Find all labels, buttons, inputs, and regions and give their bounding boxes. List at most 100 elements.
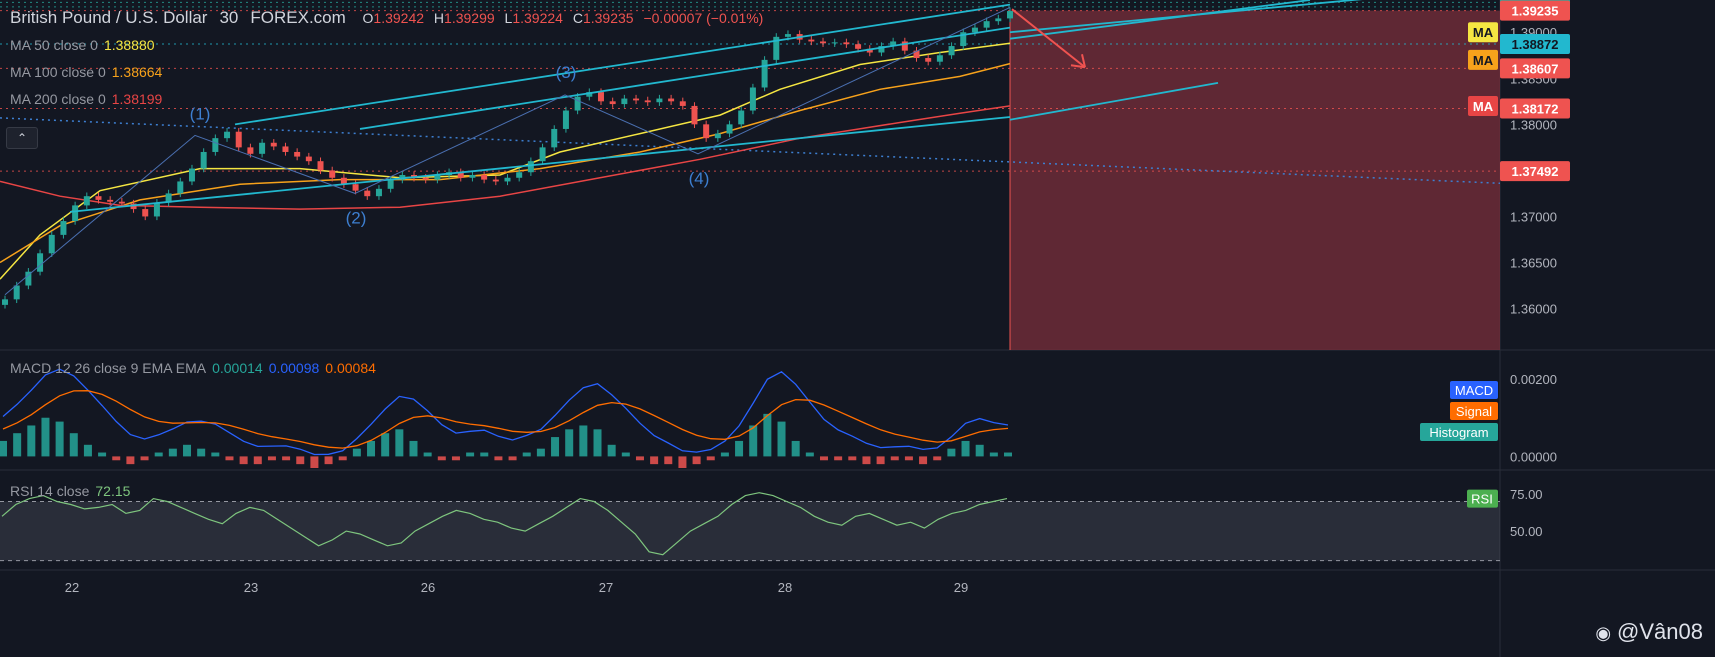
macd-histogram-bar xyxy=(225,456,234,461)
candle xyxy=(329,170,336,178)
candle xyxy=(224,131,231,139)
macd-histogram-bar xyxy=(551,437,560,457)
candle xyxy=(153,202,160,217)
macd-legend-tag-label: MACD xyxy=(1455,383,1493,398)
macd-histogram-bar xyxy=(720,452,729,457)
macd-label: MACD 12 26 close 9 EMA EMA xyxy=(10,360,207,376)
macd-histogram-bar xyxy=(395,429,404,457)
macd-histogram-bar xyxy=(183,444,192,457)
candle xyxy=(259,142,266,154)
candle xyxy=(1007,11,1013,19)
macd-histogram-bar xyxy=(565,429,574,457)
target-arrow-shaft xyxy=(1011,8,1086,69)
time-axis-tick: 28 xyxy=(778,580,792,595)
candle xyxy=(890,41,897,47)
high-value: 1.39299 xyxy=(444,10,495,26)
ma100-label: MA 100 close 0 xyxy=(10,64,106,80)
macd-histogram-bar xyxy=(692,456,701,465)
price-tag xyxy=(1468,49,1498,70)
ma200-legend[interactable]: MA 200 close 0 1.38199 xyxy=(10,91,168,107)
wave-label: (2) xyxy=(346,208,367,227)
candle xyxy=(235,131,242,148)
candle xyxy=(469,175,476,178)
macd-histogram-bar xyxy=(834,456,843,461)
candle xyxy=(37,253,44,272)
macd-histogram-bar xyxy=(508,456,517,461)
channel-line xyxy=(1009,82,1219,121)
interval[interactable]: 30 xyxy=(219,8,239,27)
macd-histogram-bar xyxy=(338,456,347,461)
candle xyxy=(539,147,546,162)
candle xyxy=(188,168,195,182)
channel-line xyxy=(359,26,1011,130)
candle xyxy=(387,179,394,189)
candle xyxy=(177,181,184,194)
macd-histogram-bar xyxy=(678,456,687,468)
macd-histogram-bar xyxy=(83,444,92,457)
macd-legend[interactable]: MACD 12 26 close 9 EMA EMA 0.00014 0.00098… xyxy=(10,360,382,376)
rsi-tag xyxy=(1467,489,1498,508)
wave-label: (4) xyxy=(689,169,710,188)
macd-histogram-bar xyxy=(69,433,78,457)
candle xyxy=(60,221,67,235)
rsi-label: RSI 14 close xyxy=(10,483,90,499)
macd-histogram-bar xyxy=(451,456,460,461)
candle xyxy=(13,285,20,300)
candle xyxy=(714,133,721,139)
candle xyxy=(656,98,663,103)
exchange: FOREX.com xyxy=(250,8,346,27)
macd-legend-tag xyxy=(1450,381,1498,399)
price-tag-label: 1.38172 xyxy=(1512,102,1559,117)
price-tag-label: MA xyxy=(1473,99,1494,114)
rsi-tag-label: RSI xyxy=(1471,492,1493,507)
macd-histogram-bar xyxy=(239,456,248,465)
ma50-legend[interactable]: MA 50 close 0 1.38880 xyxy=(10,37,161,53)
rsi-band xyxy=(0,501,1500,561)
candle xyxy=(375,188,382,197)
price-tag-label: MA xyxy=(1473,53,1494,68)
macd-histogram-bar xyxy=(27,425,36,457)
price-tag-label: 1.38872 xyxy=(1512,37,1559,52)
macd-histogram-bar xyxy=(1004,452,1012,457)
symbol-legend: British Pound / U.S. Dollar 30 FOREX.com O… xyxy=(10,8,775,28)
macd-histogram-bar xyxy=(466,452,475,457)
candle xyxy=(960,32,967,47)
candle xyxy=(668,98,675,102)
candle xyxy=(434,175,441,180)
price-tag xyxy=(1500,0,1570,21)
candle xyxy=(422,177,429,180)
candle xyxy=(551,128,558,148)
price-tag xyxy=(1500,161,1570,182)
macd-histogram-bar xyxy=(706,456,715,461)
low-label: L xyxy=(504,10,513,26)
macd-histogram-bar xyxy=(947,448,956,457)
price-tag-label: 1.37492 xyxy=(1512,164,1559,179)
candle xyxy=(843,42,850,45)
candle xyxy=(820,41,827,44)
candle xyxy=(855,44,862,49)
ma200-label: MA 200 close 0 xyxy=(10,91,106,107)
macd-histogram-bar xyxy=(635,456,644,461)
macd-legend-tag-label: Signal xyxy=(1456,404,1492,419)
candle xyxy=(317,161,324,171)
candle xyxy=(2,299,8,305)
chevron-up-icon: ⌃ xyxy=(16,131,28,145)
price-axis-tick: 1.38000 xyxy=(1510,117,1557,132)
macd-histogram-bar xyxy=(593,429,602,457)
wave-label: (1) xyxy=(190,104,211,123)
macd-histogram-bar xyxy=(253,456,262,465)
macd-histogram-bar xyxy=(282,456,291,461)
ma100-legend[interactable]: MA 100 close 0 1.38664 xyxy=(10,64,168,80)
candle xyxy=(761,59,768,88)
ma-line-1 xyxy=(0,62,1011,264)
rsi-legend[interactable]: RSI 14 close 72.15 xyxy=(10,483,136,499)
candle xyxy=(633,98,640,101)
macd-line xyxy=(2,368,1009,456)
candle xyxy=(866,48,873,53)
macd-hist-value: 0.00014 xyxy=(212,360,263,376)
collapse-legend-button[interactable]: ⌃ xyxy=(6,127,38,149)
candle xyxy=(212,138,219,152)
high-label: H xyxy=(433,10,445,26)
candle xyxy=(691,105,698,125)
